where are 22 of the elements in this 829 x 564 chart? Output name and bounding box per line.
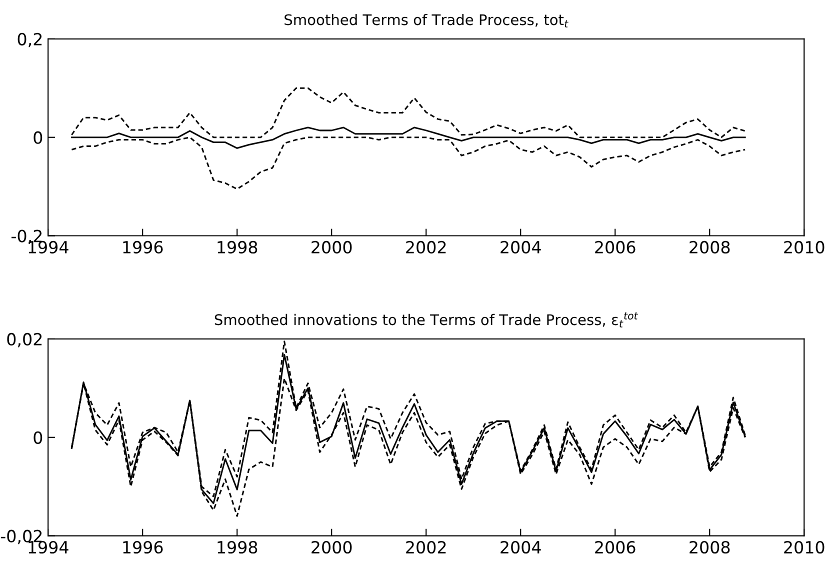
- x-tick-label: 2004: [500, 540, 541, 554]
- x-tick-label: 1996: [123, 240, 163, 254]
- y-tick-label: 0: [34, 131, 42, 144]
- x-tick-label: 2000: [312, 240, 352, 254]
- x-tick-label: 2008: [690, 540, 730, 554]
- x-tick-label: 2008: [690, 240, 730, 254]
- x-tick-label: 2006: [595, 240, 636, 254]
- chart-title: Smoothed Terms of Trade Process, tot$_{t}$: [284, 14, 568, 28]
- chart-title: Smoothed innovations to the Terms of Trade Process, ε$_{t}$$^{tot}$: [214, 312, 638, 328]
- x-tick-label: 1998: [218, 240, 258, 254]
- x-tick-label: 2000: [312, 540, 352, 554]
- x-tick-label: 2010: [784, 540, 824, 554]
- y-tick-label: 0,02: [7, 332, 42, 348]
- x-tick-label: 2004: [500, 240, 541, 254]
- x-tick-label: 2002: [406, 540, 446, 554]
- x-tick-label: 1998: [218, 540, 258, 554]
- y-tick-label: 0: [34, 431, 42, 444]
- x-tick-label: 2006: [595, 540, 636, 554]
- x-tick-label: 2002: [406, 240, 446, 254]
- x-tick-label: 1996: [123, 540, 163, 554]
- x-tick-label: 2010: [784, 240, 824, 254]
- y-tick-label: 0,2: [18, 32, 42, 48]
